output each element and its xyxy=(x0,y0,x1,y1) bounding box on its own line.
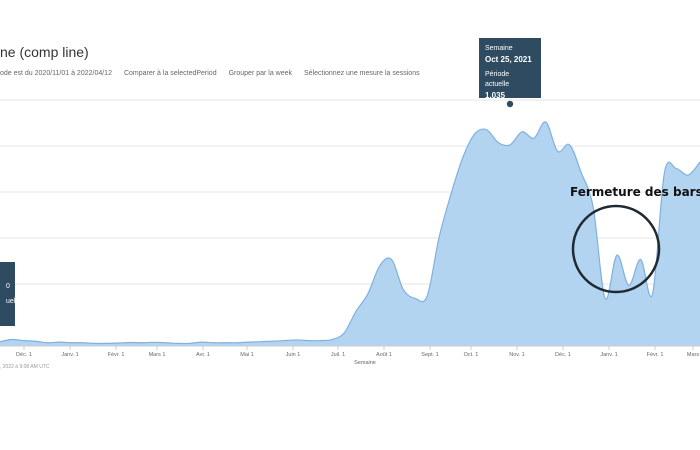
x-tick-label: Sept. 1 xyxy=(421,352,438,358)
x-tick-label: Janv. 1 xyxy=(61,352,78,358)
x-tick-label: Févr. 1 xyxy=(647,352,664,358)
x-axis-ticks: Déc. 1 Janv. 1 Févr. 1 Mars 1 Avr. 1 Mai 1 Jui… xyxy=(16,346,699,358)
tooltip-week-value: Oct 25, 2021 xyxy=(485,55,532,65)
chart-tooltip: Semaine Oct 25, 2021 Période actuelle 1,… xyxy=(479,38,541,100)
x-tick-label: Juin 1 xyxy=(286,352,301,358)
x-tick-label: Déc. 1 xyxy=(555,352,571,358)
area-series-line xyxy=(0,121,700,345)
x-tick-label: Oct. 1 xyxy=(464,352,479,358)
x-tick-label: Mars 1 xyxy=(149,352,166,358)
highlight-point[interactable] xyxy=(506,100,514,108)
tooltip-partial-line2: uelle xyxy=(6,298,15,306)
footer-timestamp: , 2022 à 9:08 AM UTC xyxy=(0,364,50,370)
date-range-setting[interactable]: ode est du 2020/11/01 à 2022/04/12 xyxy=(0,70,112,77)
tooltip-week-label: Semaine xyxy=(485,45,513,52)
group-by-setting[interactable]: Grouper par la week xyxy=(228,70,293,77)
x-tick-label: Août 1 xyxy=(376,352,392,358)
report-settings: ode est du 2020/11/01 à 2022/04/12 Compa… xyxy=(0,70,432,77)
x-tick-label: Avr. 1 xyxy=(196,352,210,358)
x-tick-label: Mars xyxy=(687,352,699,358)
x-tick-label: Déc. 1 xyxy=(16,352,32,358)
x-tick-label: Juil. 1 xyxy=(331,352,345,358)
tooltip-period-value: 1,035 xyxy=(485,91,506,101)
chart-tooltip-partial: 0 uelle xyxy=(0,262,15,326)
x-axis-label: Semaine xyxy=(354,360,376,366)
x-tick-label: Janv. 1 xyxy=(600,352,617,358)
tooltip-partial-line1: 0 xyxy=(6,283,10,290)
page-title: ne (comp line) xyxy=(0,44,89,60)
x-tick-label: Nov. 1 xyxy=(509,352,525,358)
area-series-fill xyxy=(0,121,700,347)
annotation-circle xyxy=(571,204,661,294)
x-tick-label: Févr. 1 xyxy=(108,352,125,358)
tooltip-period-label: Période actuelle xyxy=(485,70,510,88)
annotation-label: Fermeture des bars xyxy=(570,185,700,199)
x-tick-label: Mai 1 xyxy=(240,352,253,358)
measure-setting[interactable]: Sélectionnez une mesure la sessions xyxy=(304,70,420,77)
compare-setting[interactable]: Comparer à la selectedPeriod xyxy=(123,70,217,77)
